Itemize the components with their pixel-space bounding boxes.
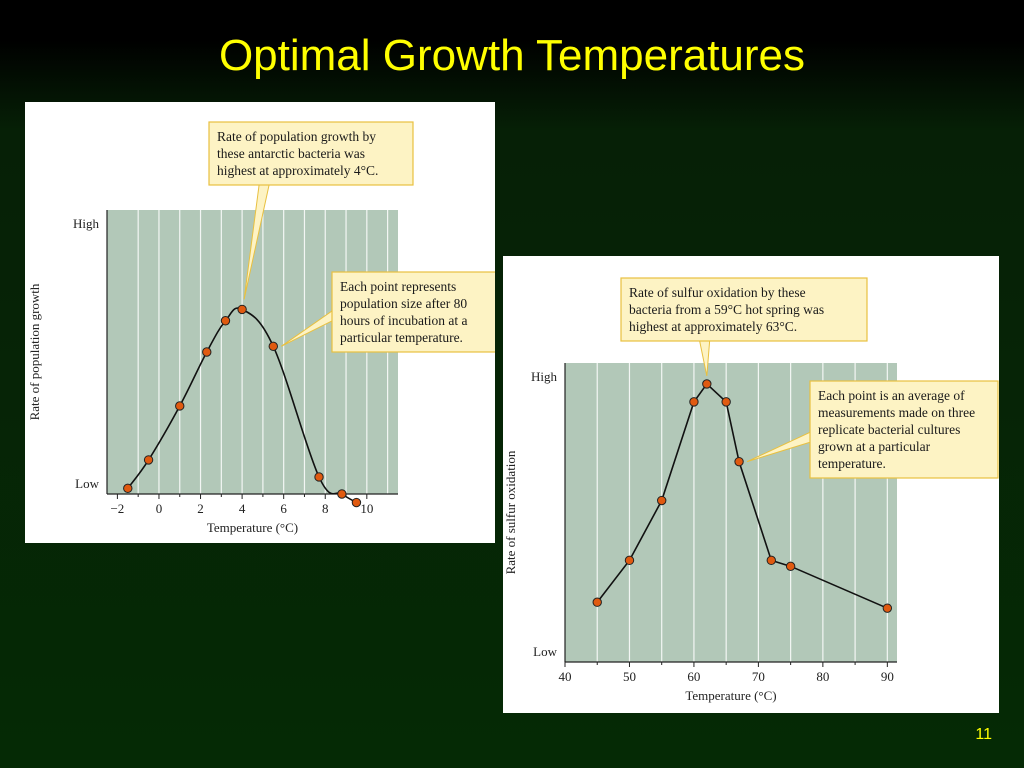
callout-text-line: particular temperature. <box>340 330 463 345</box>
data-point <box>734 456 744 467</box>
data-point <box>314 472 324 482</box>
data-point <box>123 483 133 494</box>
series-line <box>596 382 888 609</box>
x-tick-label: 10 <box>360 501 373 516</box>
data-point <box>592 597 602 607</box>
callout-text-line: grown at a particular <box>818 439 931 454</box>
callout-box <box>620 277 868 342</box>
callout-text-line: Rate of sulfur oxidation by these <box>629 285 806 300</box>
data-point <box>785 561 796 572</box>
data-point <box>721 397 731 407</box>
data-point <box>268 341 278 352</box>
data-point <box>237 304 247 315</box>
callout-text-line: hours of incubation at a <box>340 313 467 328</box>
slide-title: Optimal Growth Temperatures <box>218 31 806 80</box>
y-tick-label-high: High <box>531 369 558 384</box>
data-point <box>143 455 154 465</box>
x-tick-label: 4 <box>239 501 246 516</box>
figure-sulfur-oxidation: 40 50 60 70 80 90 High Low Temperature (°C) Rate … <box>503 256 999 713</box>
data-point <box>656 495 667 506</box>
page-number: 11 <box>975 726 992 743</box>
data-point <box>882 603 893 613</box>
data-point <box>175 401 185 411</box>
data-point <box>351 497 362 508</box>
callout-text-line: these antarctic bacteria was <box>217 146 365 161</box>
data-point <box>689 397 699 407</box>
callout-text-line: replicate bacterial cultures <box>818 422 960 437</box>
data-point <box>202 347 212 357</box>
callout-text-line: Rate of population growth by <box>217 129 376 144</box>
figure-antarctic-growth: −2 0 2 4 6 8 10 High Low Temperature (°C) Rate of … <box>25 102 495 543</box>
x-tick-label: −2 <box>110 501 124 516</box>
callout-text-line: temperature. <box>818 456 886 471</box>
x-tick-label: 40 <box>559 669 572 684</box>
x-tick-label: 50 <box>623 669 636 684</box>
callout-box <box>809 380 999 479</box>
callout-box <box>331 271 495 353</box>
y-tick-label-low: Low <box>75 476 99 491</box>
data-point <box>766 555 776 566</box>
x-tick-label: 8 <box>322 501 329 516</box>
callout-text-line: measurements made on three <box>818 405 975 420</box>
callout-text-line: Each point represents <box>340 279 456 294</box>
series-line <box>127 307 357 504</box>
x-tick-label: 80 <box>816 669 829 684</box>
x-tick-label: 90 <box>881 669 894 684</box>
y-tick-label-high: High <box>73 216 100 231</box>
y-axis-label: Rate of population growth <box>27 283 42 420</box>
x-tick-label: 6 <box>280 501 287 516</box>
callout-text-line: Each point is an average of <box>818 388 965 403</box>
callout-text-line: highest at approximately 4°C. <box>217 163 378 178</box>
callout-text-line: bacteria from a 59°C hot spring was <box>629 302 824 317</box>
y-axis-label: Rate of sulfur oxidation <box>503 450 518 574</box>
x-tick-label: 0 <box>156 501 163 516</box>
chart-sulfur-oxidation: 40 50 60 70 80 90 High Low Temperature (°C) Rate … <box>503 277 999 703</box>
x-axis-label: Temperature (°C) <box>685 688 776 703</box>
callout-text-line: highest at approximately 63°C. <box>629 319 797 334</box>
data-point <box>220 316 231 326</box>
x-axis-label: Temperature (°C) <box>207 520 298 535</box>
data-point <box>624 555 635 566</box>
data-point <box>337 489 347 499</box>
x-tick-label: 2 <box>197 501 204 516</box>
callout-box <box>208 121 414 186</box>
callout-text-line: population size after 80 <box>340 296 467 311</box>
chart-antarctic-growth: −2 0 2 4 6 8 10 High Low Temperature (°C) Rate of … <box>27 121 495 535</box>
x-tick-label: 70 <box>752 669 765 684</box>
x-tick-label: 60 <box>687 669 700 684</box>
data-point <box>702 379 712 389</box>
y-tick-label-low: Low <box>533 644 557 659</box>
